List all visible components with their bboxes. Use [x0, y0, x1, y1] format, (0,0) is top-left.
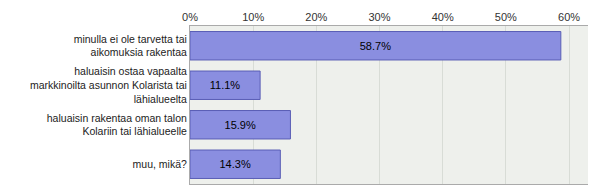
svg-text:50%: 50% — [495, 11, 517, 23]
svg-text:58.7%: 58.7% — [360, 40, 391, 52]
svg-text:30%: 30% — [369, 11, 391, 23]
svg-text:11.1%: 11.1% — [210, 79, 241, 91]
svg-text:haluaisin ostaa vapaaltamarkki: haluaisin ostaa vapaaltamarkkinoilta asu… — [30, 65, 187, 104]
svg-text:10%: 10% — [242, 11, 264, 23]
svg-text:muu, mikä?: muu, mikä? — [133, 158, 187, 170]
svg-text:15.9%: 15.9% — [225, 119, 256, 131]
svg-text:haluaisin rakentaa oman talonK: haluaisin rakentaa oman talonKolariin ta… — [47, 112, 187, 138]
svg-text:minulla ei ole tarvetta taiaik: minulla ei ole tarvetta taiaikomuksia ra… — [74, 33, 187, 59]
svg-text:0%: 0% — [182, 11, 198, 23]
svg-text:20%: 20% — [305, 11, 327, 23]
svg-text:40%: 40% — [432, 11, 454, 23]
svg-text:60%: 60% — [558, 11, 580, 23]
svg-text:14.3%: 14.3% — [219, 158, 250, 170]
